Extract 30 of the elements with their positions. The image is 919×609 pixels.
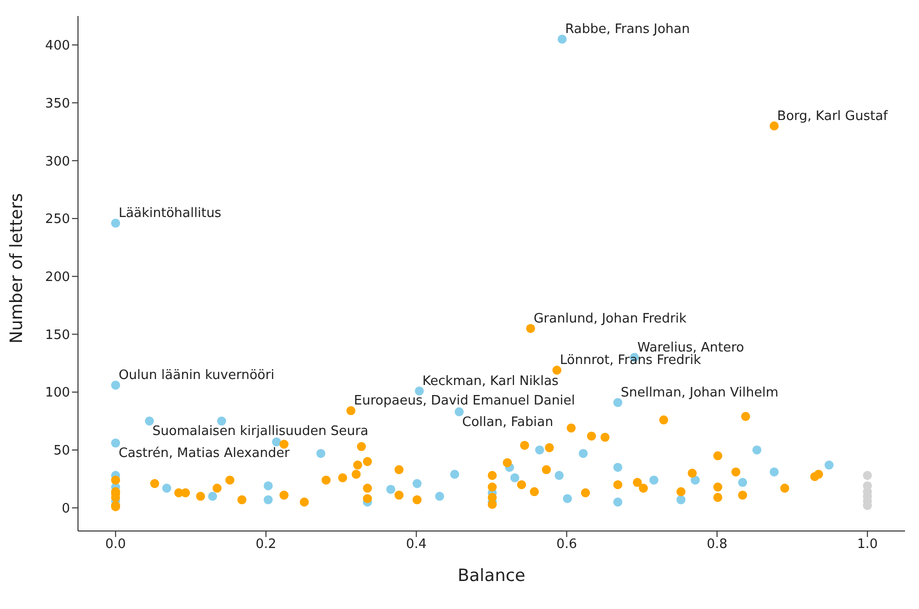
x-axis-title: Balance	[458, 566, 526, 586]
x-tick-label: 0.2	[256, 537, 276, 552]
annotation: Keckman, Karl Niklas	[422, 374, 559, 389]
annotation: Collan, Fabian	[462, 414, 554, 430]
annotation: Oulun läänin kuvernööri	[118, 368, 274, 384]
y-tick-label: 300	[45, 154, 70, 170]
y-tick-label: 250	[45, 212, 70, 228]
annotation: Borg, Karl Gustaf	[777, 108, 888, 124]
x-tick-label: 0.8	[706, 537, 728, 552]
annotation: Granlund, Johan Fredrik	[534, 311, 687, 326]
y-tick-label: 200	[45, 270, 70, 286]
annotation: Lönnrot, Frans Fredrik	[560, 353, 702, 368]
x-tick-label: 0.6	[556, 537, 578, 552]
x-tick-label: 1.0	[857, 537, 878, 552]
annotation: Warelius, Antero	[637, 340, 744, 356]
y-tick-label: 0	[62, 501, 70, 516]
annotation: Europaeus, David Emanuel Daniel	[354, 394, 576, 409]
y-tick-label: 100	[45, 386, 70, 401]
annotation: Castrén, Matias Alexander	[118, 446, 290, 462]
y-tick-label: 50	[53, 444, 70, 459]
y-tick-label: 350	[45, 96, 70, 112]
annotation: Rabbe, Frans Johan	[565, 22, 690, 38]
annotation: Lääkintöhallitus	[118, 206, 222, 222]
y-axis-title: Number of letters	[7, 193, 28, 344]
x-tick-label: 0.0	[105, 537, 126, 552]
y-tick-label: 150	[45, 328, 70, 343]
x-tick-label: 0.4	[406, 537, 427, 552]
annotation: Suomalaisen kirjallisuuden Seura	[152, 424, 368, 440]
y-tick-label: 400	[45, 38, 70, 54]
annotation: Snellman, Johan Vilhelm	[620, 386, 778, 401]
